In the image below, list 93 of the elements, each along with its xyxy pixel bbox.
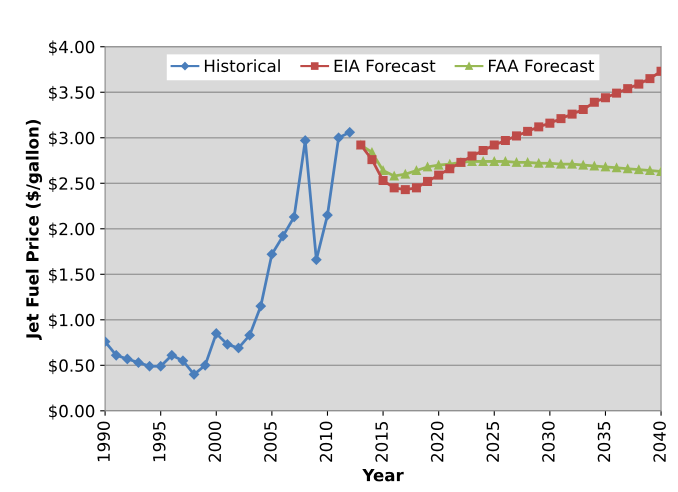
point [400, 185, 410, 194]
x-tick-label: 2015 [375, 422, 388, 462]
point [545, 118, 554, 128]
point [534, 158, 544, 168]
y-tick-label: $0.00 [49, 404, 94, 420]
x-tick-label: 2005 [264, 422, 277, 462]
point [478, 156, 488, 166]
point [333, 132, 344, 143]
point [400, 170, 410, 179]
point [311, 254, 322, 265]
point [278, 230, 288, 242]
point [322, 210, 333, 220]
point [434, 160, 444, 170]
point [523, 158, 532, 167]
point [612, 163, 622, 172]
point [578, 160, 588, 170]
point [378, 166, 388, 176]
point [556, 114, 566, 124]
point [578, 105, 588, 114]
point [266, 249, 277, 260]
point [512, 131, 522, 140]
y-tick-label: $3.00 [49, 131, 94, 147]
point [590, 98, 599, 107]
point [445, 164, 454, 174]
point [500, 136, 510, 146]
y-tick-label: $2.00 [49, 222, 94, 238]
point [645, 166, 654, 176]
point [211, 328, 222, 339]
point [111, 350, 122, 360]
y-tick-label: $1.00 [49, 313, 94, 329]
x-axis-title: Year [362, 469, 404, 482]
x-tick-label: 2020 [430, 422, 444, 462]
point [222, 339, 233, 350]
point [500, 156, 510, 166]
point [289, 212, 300, 222]
point [478, 146, 488, 156]
point [645, 74, 654, 84]
point [612, 88, 622, 98]
point [523, 126, 532, 136]
x-tick-label: 2030 [542, 422, 555, 462]
point [144, 361, 155, 372]
x-tick-label: 2025 [486, 422, 500, 462]
point [122, 354, 132, 364]
point [200, 360, 210, 370]
point [556, 160, 566, 169]
point [434, 170, 444, 180]
point [133, 357, 144, 368]
point [390, 183, 399, 192]
y-tick-label: $4.00 [49, 40, 94, 56]
y-axis-title: Jet Fuel Price ($/gallon) [26, 120, 42, 340]
point [344, 127, 355, 138]
point [600, 162, 610, 172]
point [423, 176, 432, 186]
point [634, 80, 644, 89]
point [568, 160, 577, 169]
x-tick-label: 2010 [320, 422, 332, 462]
point [545, 158, 554, 168]
point [634, 165, 644, 174]
x-tick-label: 1995 [152, 422, 166, 462]
point [623, 164, 632, 174]
y-tick-label: $0.50 [49, 358, 94, 374]
x-tick-label: 2000 [208, 422, 222, 462]
y-tick-label: $2.50 [49, 176, 94, 192]
point [423, 162, 432, 172]
point [156, 361, 166, 372]
legend-label: FAA Forecast [489, 60, 594, 72]
point [512, 158, 522, 167]
point [412, 166, 421, 176]
point [367, 155, 376, 164]
point [468, 151, 477, 160]
point [623, 84, 632, 94]
point [188, 369, 200, 380]
y-tick-label: $3.50 [49, 86, 94, 102]
point [568, 110, 577, 119]
x-tick-label: 2040 [653, 422, 666, 462]
point [412, 183, 421, 192]
point [166, 350, 177, 360]
x-tick-label: 2035 [598, 422, 610, 462]
legend-label: EIA Forecast [334, 60, 436, 72]
point [178, 356, 188, 366]
point [490, 140, 499, 150]
point [590, 161, 599, 170]
point [244, 330, 255, 340]
x-tick-label: 1990 [97, 422, 110, 462]
point [390, 171, 399, 181]
legend-label: Historical [204, 59, 280, 72]
point [490, 156, 499, 166]
y-tick-label: $1.50 [49, 268, 94, 284]
point [378, 176, 388, 186]
point [600, 93, 610, 102]
point [233, 342, 244, 354]
point [534, 122, 544, 132]
point [256, 301, 266, 312]
